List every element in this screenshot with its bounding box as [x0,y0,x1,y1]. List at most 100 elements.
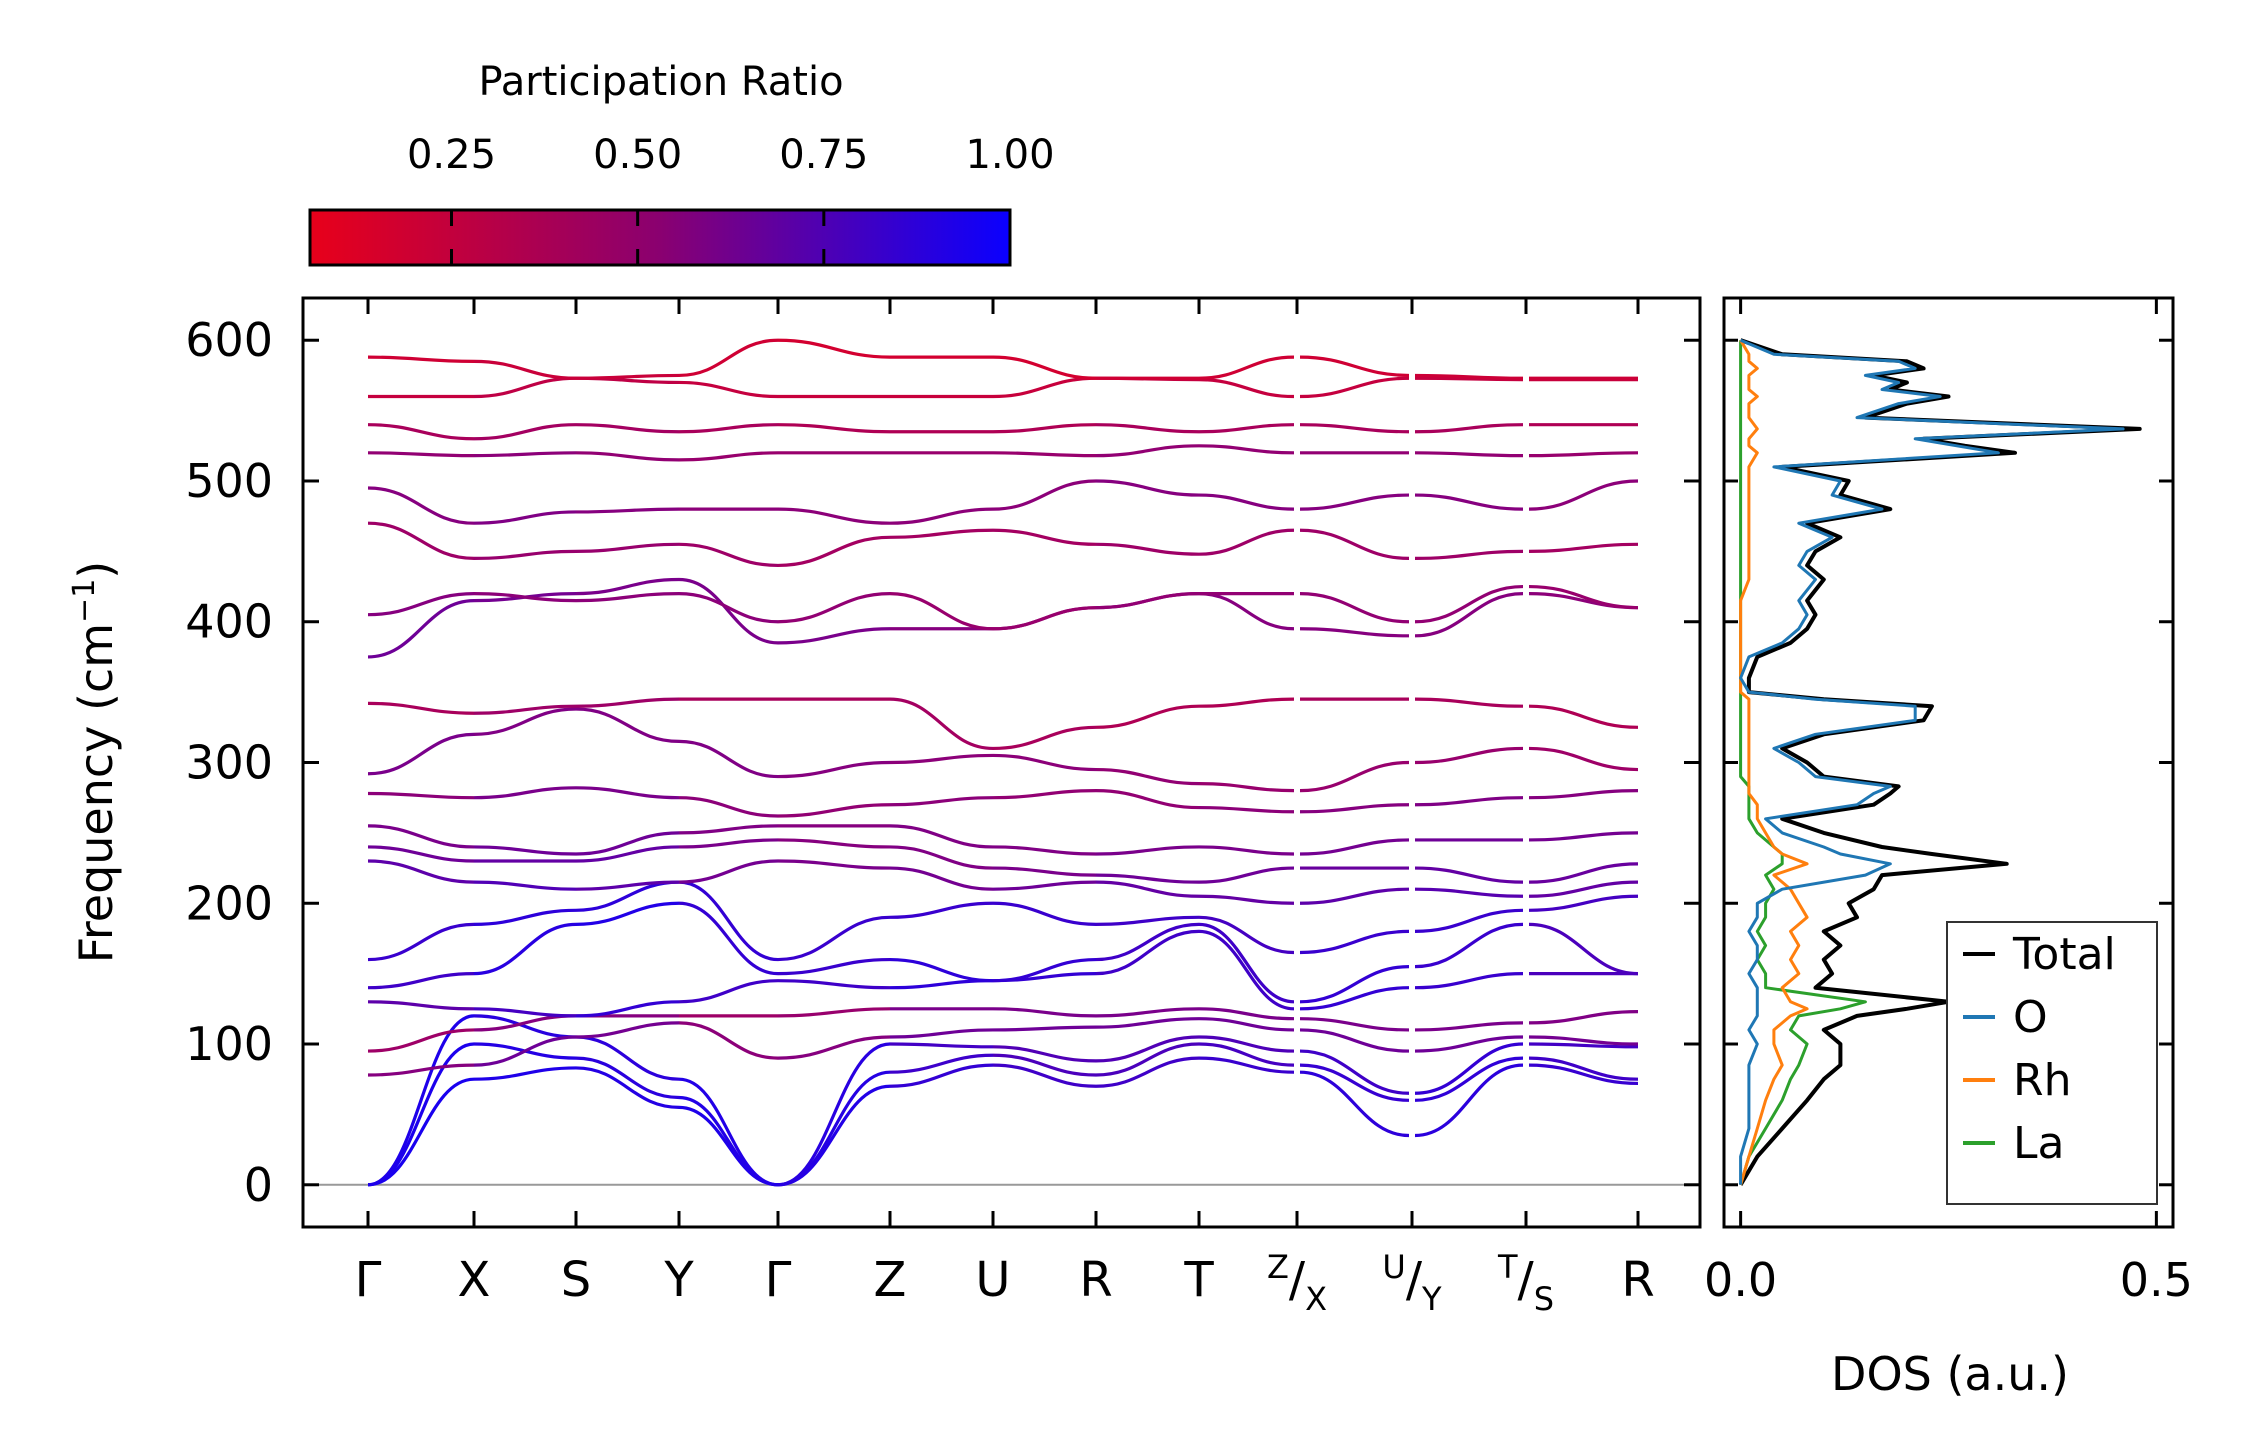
band-10-segment [1198,866,1295,884]
frequency-axis: 0 100 200 300 400 500 600 [185,313,1700,1212]
band-13-segment [473,707,577,736]
band-5-segment [1299,1017,1410,1032]
band-4-segment [367,1063,475,1077]
legend-frame [1946,921,2158,1205]
band-11-segment [992,845,1097,856]
band-14-segment [473,704,577,715]
acoustic-1-segment [1414,1063,1524,1138]
acoustic-3-segment [575,1035,680,1081]
band-11-segment [575,831,680,856]
band-4-segment [889,1028,994,1039]
acoustic-2-segment [575,1056,680,1100]
band-13-segment [992,753,1097,772]
band-21-segment [992,376,1097,399]
band-20-segment [1414,423,1524,434]
band-5-segment [367,1028,475,1053]
band-17-segment [367,521,475,561]
kpath-label-sub: S [1534,1280,1554,1318]
band-19-segment [473,451,577,458]
band-15-segment [575,577,680,596]
band-14-segment [889,697,994,751]
band-11-segment [678,824,779,835]
kpath-label-main: / [1289,1252,1306,1308]
band-6-segment [1198,929,1295,1011]
kpath-axis: Γ X S Y Γ Z U R T Z/XU/YT/S R [355,298,1655,1318]
band-17-segment [575,542,680,553]
band-5-segment [1528,1010,1639,1025]
dos-axis-ticks [1724,338,2173,1187]
band-18-segment [1528,479,1639,511]
band-14-segment [1528,704,1639,729]
band-9-segment [575,880,680,891]
acoustic-3-segment [992,1045,1097,1063]
dos-legend: Total O Rh La [1946,921,2158,1205]
band-13-segment [1414,746,1524,765]
band-6-segment [1095,929,1200,976]
band-plot-frame [301,296,1702,1229]
band-8-segment [889,901,994,919]
dos-tick-label: 0.0 [1704,1253,1777,1307]
kpath-label-main: / [1518,1252,1535,1308]
band-19-segment [992,451,1097,458]
band-20-segment [575,423,680,434]
band-4-segment [1528,1035,1639,1046]
band-20-segment [473,423,577,441]
kpath-label: S [561,1252,591,1308]
band-19-segment [1414,451,1524,458]
band-10-segment [889,845,994,870]
band-11-segment [1299,838,1410,856]
legend-label-rh: Rh [2013,1055,2071,1106]
band-5-segment [1095,1007,1200,1018]
band-9-segment [889,866,994,891]
band-16-segment [889,591,994,631]
band-5-segment [1198,1007,1295,1021]
acoustic-2-segment [889,1053,994,1074]
acoustic-3-segment [1299,1049,1410,1095]
band-17-segment [1198,528,1295,556]
colorbar-tick-label: 0.75 [779,132,868,178]
kpath-label: U/Y [1382,1248,1442,1318]
band-11-segment [889,824,994,849]
band-9-segment [1095,880,1200,898]
kpath-label-sub: Y [1421,1280,1442,1318]
ylabel-superscript: −1 [67,579,102,623]
colorbar-tick-label: 0.50 [593,132,682,178]
band-20-segment [678,423,779,434]
band-22-segment [777,338,891,359]
band-22-segment [678,338,779,378]
frequency-tick-label: 100 [185,1017,273,1071]
acoustic-2-segment [992,1053,1097,1077]
legend-label-total: Total [2012,929,2116,980]
dos-panel: 0.0 0.5 DOS (a.u.) Total O Rh La [1704,296,2193,1401]
band-7-segment [1299,964,1410,1004]
band-4-segment [1414,1035,1524,1053]
band-16-segment [1414,584,1524,624]
band-10-segment [992,866,1097,877]
band-14-segment [575,697,680,708]
band-8-segment [1414,908,1524,934]
band-19-segment [1528,451,1639,458]
band-11-segment [1528,831,1639,842]
band-6-segment [777,979,891,990]
band-7-segment [473,922,577,976]
kpath-label: Y [663,1252,694,1308]
band-9-segment [1414,887,1524,898]
band-10-segment [777,838,891,849]
band-13-segment [678,739,779,779]
acoustic-1-segment [367,1077,475,1187]
band-12-segment [1414,796,1524,807]
band-6-segment [1414,972,1524,990]
band-8-segment [678,880,779,962]
band-8-segment [1528,894,1639,912]
band-13-segment [367,732,475,776]
band-15-segment [1299,627,1410,638]
band-16-segment [1299,591,1410,624]
band-17-segment [1299,528,1410,561]
band-4-segment [1299,1028,1410,1053]
band-18-segment [889,507,994,525]
band-4-segment [992,1025,1097,1032]
acoustic-3-segment [367,1014,475,1187]
band-21-segment [1198,378,1295,399]
band-18-segment [473,510,577,525]
band-17-segment [1414,549,1524,561]
